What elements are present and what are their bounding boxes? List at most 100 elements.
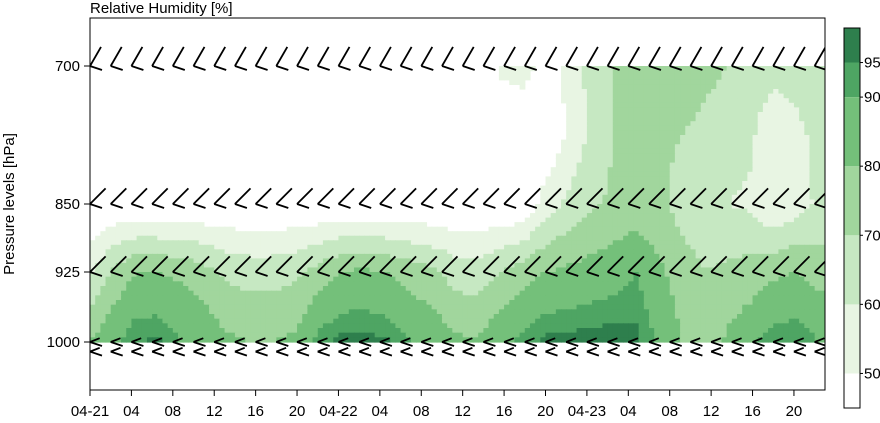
- rh-cell: [757, 135, 764, 141]
- rh-cell: [431, 231, 438, 237]
- rh-cell: [617, 262, 624, 269]
- rh-cell: [561, 66, 567, 72]
- rh-cell: [773, 295, 780, 301]
- rh-cell: [550, 304, 557, 310]
- rh-cell: [105, 249, 112, 255]
- rh-cell: [638, 290, 645, 296]
- rh-cell: [105, 262, 112, 269]
- rh-cell: [592, 300, 598, 306]
- rh-cell: [452, 309, 459, 315]
- rh-cell: [804, 84, 811, 90]
- rh-cell: [659, 204, 666, 210]
- rh-cell: [793, 162, 800, 168]
- rh-cell: [167, 290, 174, 296]
- rh-cell: [348, 226, 355, 232]
- rh-cell: [328, 323, 334, 329]
- rh-cell: [819, 112, 825, 118]
- rh-cell: [504, 244, 510, 250]
- rh-cell: [669, 276, 676, 282]
- rh-cell: [804, 162, 811, 168]
- rh-cell: [126, 226, 133, 232]
- rh-cell: [265, 295, 272, 301]
- rh-cell: [654, 116, 660, 122]
- rh-cell: [436, 323, 443, 329]
- rh-cell: [819, 93, 825, 99]
- rh-cell: [441, 281, 448, 287]
- rh-cell: [602, 286, 609, 292]
- rh-cell: [752, 258, 759, 264]
- rh-cell: [586, 276, 593, 282]
- rh-cell: [643, 309, 650, 315]
- rh-cell: [193, 226, 200, 232]
- rh-cell: [716, 235, 723, 241]
- rh-cell: [752, 107, 759, 113]
- rh-cell: [188, 222, 195, 228]
- rh-cell: [312, 314, 319, 320]
- rh-cell: [162, 318, 169, 324]
- rh-cell: [623, 135, 629, 141]
- rh-cell: [597, 167, 604, 173]
- rh-cell: [747, 125, 754, 131]
- rh-cell: [742, 290, 748, 296]
- rh-cell: [814, 185, 821, 191]
- rh-cell: [773, 66, 780, 72]
- rh-cell: [462, 276, 469, 282]
- rh-cell: [659, 66, 666, 72]
- rh-cell: [529, 300, 536, 306]
- rh-cell: [307, 272, 314, 278]
- rh-cell: [716, 304, 723, 310]
- rh-cell: [395, 309, 402, 315]
- rh-cell: [742, 267, 748, 273]
- rh-cell: [498, 281, 505, 287]
- rh-cell: [317, 272, 324, 278]
- rh-cell: [747, 176, 754, 182]
- rh-cell: [126, 314, 133, 320]
- rh-cell: [705, 253, 712, 259]
- rh-cell: [566, 75, 572, 81]
- rh-cell: [788, 314, 795, 320]
- rh-cell: [773, 176, 780, 182]
- rh-cell: [747, 135, 754, 141]
- rh-cell: [783, 139, 790, 145]
- rh-cell: [721, 125, 728, 131]
- rh-cell: [793, 286, 800, 292]
- rh-cell: [209, 272, 215, 278]
- rh-cell: [623, 153, 629, 159]
- rh-cell: [612, 93, 619, 99]
- rh-cell: [540, 295, 547, 301]
- rh-cell: [90, 258, 96, 264]
- rh-cell: [597, 295, 604, 301]
- rh-cell: [121, 222, 127, 228]
- rh-cell: [659, 199, 666, 205]
- rh-cell: [597, 290, 604, 296]
- rh-cell: [529, 217, 536, 223]
- rh-cell: [623, 84, 629, 90]
- rh-cell: [762, 98, 769, 104]
- rh-cell: [783, 144, 790, 150]
- rh-cell: [633, 102, 640, 108]
- rh-cell: [509, 314, 516, 320]
- rh-cell: [457, 267, 464, 273]
- rh-cell: [597, 318, 604, 324]
- rh-cell: [809, 148, 816, 154]
- rh-cell: [177, 226, 184, 232]
- rh-cell: [762, 323, 769, 329]
- rh-cell: [514, 222, 521, 228]
- rh-cell: [328, 253, 334, 259]
- rh-cell: [607, 262, 614, 269]
- rh-cell: [359, 314, 365, 320]
- rh-cell: [633, 226, 640, 232]
- rh-cell: [467, 323, 474, 329]
- rh-cell: [633, 190, 640, 196]
- rh-cell: [731, 66, 738, 72]
- rh-cell: [617, 231, 624, 237]
- rh-cell: [762, 199, 769, 205]
- rh-cell: [633, 290, 640, 296]
- rh-cell: [633, 295, 640, 301]
- rh-cell: [105, 235, 112, 241]
- rh-cell: [410, 249, 417, 255]
- rh-cell: [757, 84, 764, 90]
- rh-cell: [649, 102, 655, 108]
- rh-cell: [664, 139, 671, 145]
- rh-cell: [643, 185, 650, 191]
